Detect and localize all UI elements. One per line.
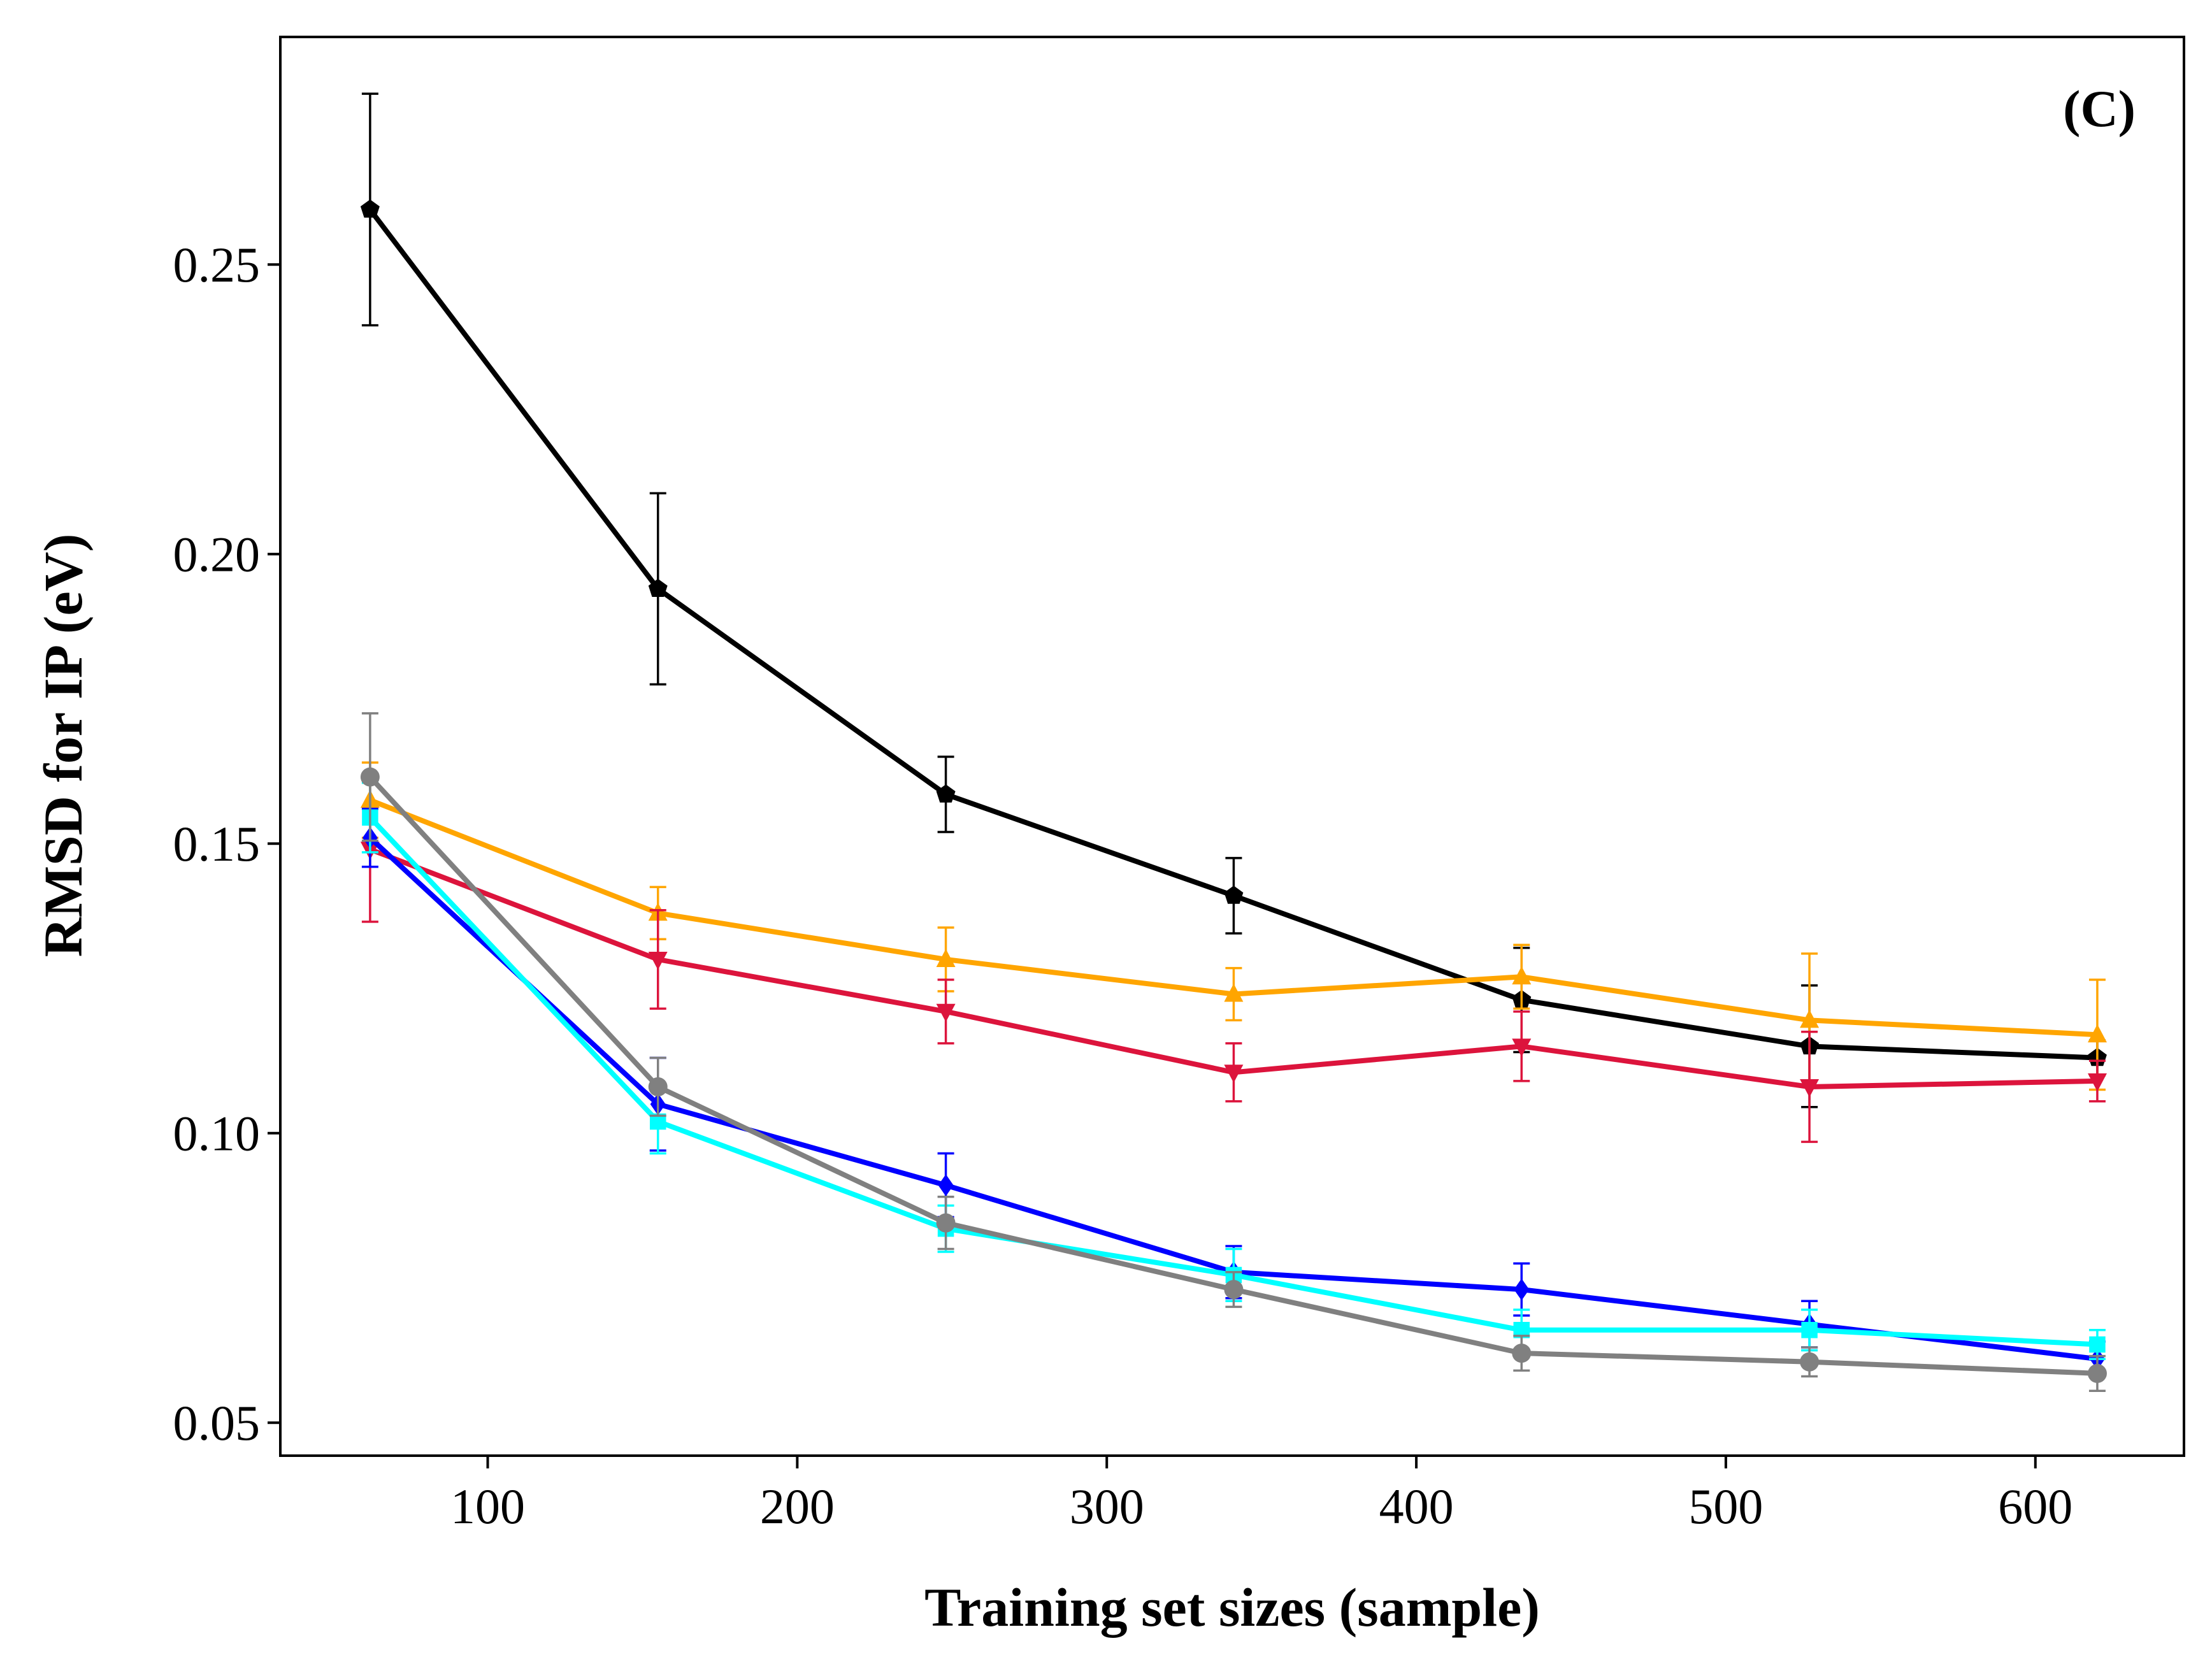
data-point — [1224, 886, 1244, 904]
data-point — [360, 199, 380, 218]
data-point — [1800, 1009, 1820, 1028]
data-point — [936, 949, 956, 967]
x-tick-label: 600 — [1998, 1479, 2072, 1534]
data-point — [936, 1003, 956, 1022]
data-point — [2088, 1024, 2107, 1043]
data-point — [1800, 1079, 1820, 1098]
data-point — [648, 578, 668, 597]
y-tick-label: 0.20 — [173, 527, 261, 582]
data-point — [1224, 1280, 1244, 1300]
data-point — [1224, 1065, 1244, 1083]
x-axis-label: Training set sizes (sample) — [924, 1577, 1540, 1638]
data-point — [1514, 1278, 1530, 1301]
y-axis: 0.05 0.10 0.15 0.20 0.25 — [173, 237, 280, 1451]
data-point — [1224, 984, 1244, 1002]
y-tick-label: 0.10 — [173, 1106, 261, 1161]
data-point — [938, 1174, 954, 1196]
x-tick-label: 500 — [1688, 1479, 1763, 1534]
data-point — [648, 952, 668, 970]
plot-frame — [279, 36, 2185, 1457]
series-circle — [360, 712, 2107, 1392]
x-axis: 100 200 300 400 500 600 — [450, 1456, 2072, 1534]
y-tick-label: 0.05 — [173, 1395, 261, 1451]
data-point — [360, 767, 380, 787]
data-point — [1512, 1344, 1532, 1363]
x-tick-label: 400 — [1379, 1479, 1454, 1534]
data-point — [2089, 1336, 2106, 1353]
x-tick-label: 200 — [760, 1479, 835, 1534]
x-tick-label: 300 — [1070, 1479, 1144, 1534]
y-axis-label: RMSD for IP (eV) — [32, 534, 94, 957]
data-point — [2088, 1073, 2107, 1092]
x-tick-label: 100 — [450, 1479, 525, 1534]
data-point — [936, 1213, 956, 1233]
y-tick-label: 0.15 — [173, 816, 261, 871]
data-point — [1512, 966, 1532, 985]
panel-label: (C) — [2063, 80, 2136, 138]
data-point — [1800, 1352, 1820, 1372]
series-layer — [360, 92, 2107, 1392]
data-point — [936, 784, 956, 803]
data-point — [1512, 1038, 1532, 1057]
data-point — [2087, 1363, 2107, 1383]
data-point — [648, 1077, 668, 1096]
y-tick-label: 0.25 — [173, 237, 261, 292]
data-point — [1801, 1322, 1818, 1338]
